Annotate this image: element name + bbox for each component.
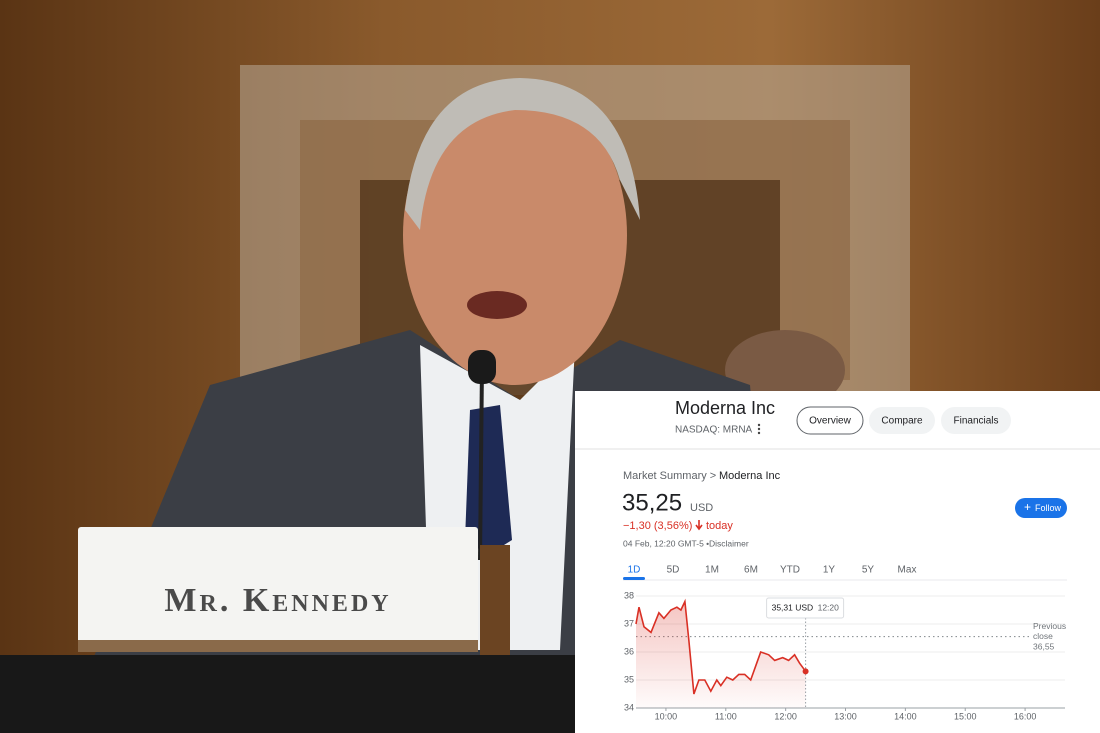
x-tick-label: 16:00	[1014, 711, 1037, 721]
company-name: Moderna Inc	[675, 398, 775, 418]
price-change: −1,30 (3,56%)	[623, 520, 692, 532]
x-tick-label: 10:00	[655, 711, 678, 721]
follow-button[interactable]	[1015, 498, 1067, 518]
tab-button[interactable]	[796, 406, 864, 435]
finance-widget: Moderna Inc NASDAQ: MRNA Overview Compar…	[575, 391, 1100, 733]
x-tick-label: 11:00	[715, 711, 737, 721]
ticker: NASDAQ: MRNA	[675, 425, 753, 436]
disclaimer[interactable]: Disclaimer	[709, 538, 749, 548]
y-tick-label: 38	[624, 590, 634, 600]
range-selected	[623, 577, 645, 580]
tab[interactable]: Overview	[809, 416, 851, 427]
range-tabs: 1D 5D 1M 6M YTD 1Y 5Y Max	[623, 565, 916, 580]
y-tick-label: 36	[624, 646, 634, 656]
range-tab[interactable]: 1M	[705, 565, 719, 576]
tab[interactable]: Financials	[953, 416, 998, 427]
tooltip-price: 35,31 USD	[772, 602, 814, 612]
tooltip-time: 12:20	[818, 602, 840, 612]
more-icon[interactable]	[757, 423, 761, 435]
range-tab[interactable]: Max	[898, 565, 917, 576]
range-tab[interactable]: 5Y	[862, 565, 875, 576]
down-arrow	[695, 520, 703, 531]
y-tick-label: 35	[624, 674, 634, 684]
previous-close-title: Previous close	[1033, 621, 1066, 641]
range-tab[interactable]: 1D	[628, 565, 641, 576]
y-tick-label: 37	[624, 618, 634, 628]
range-tab[interactable]: 6M	[744, 565, 758, 576]
breadcrumb-current: Moderna Inc	[719, 470, 781, 482]
tooltip	[766, 597, 845, 619]
timestamp: 04 Feb, 12:20 GMT-5 •	[623, 538, 709, 548]
tab-button[interactable]	[941, 407, 1011, 434]
range-tab[interactable]: 1Y	[823, 565, 836, 576]
point	[802, 668, 809, 675]
range-tab[interactable]: 5D	[667, 565, 680, 576]
tab[interactable]: Compare	[881, 416, 923, 427]
tab-button[interactable]	[869, 407, 935, 434]
nameplate: Mr. Kennedy	[164, 582, 391, 619]
y-tick-label: 34	[624, 702, 634, 712]
range-tab[interactable]: YTD	[780, 565, 800, 576]
previous-close-value: 36,55	[1033, 641, 1055, 651]
chart: 34 35 36 37 38 10:00 11:00 12:00 13:00 14:00 15:00…	[624, 590, 1066, 721]
follow-label[interactable]: Follow	[1035, 503, 1062, 513]
breadcrumb[interactable]: Market Summary >	[623, 470, 716, 482]
change-period: today	[706, 520, 733, 532]
x-tick-label: 12:00	[774, 711, 797, 721]
plus-icon: +	[1024, 500, 1031, 514]
x-tick-label: 15:00	[954, 711, 977, 721]
x-tick-label: 14:00	[894, 711, 917, 721]
price-line	[635, 598, 807, 695]
x-tick-label: 13:00	[834, 711, 857, 721]
area	[636, 601, 806, 708]
currency: USD	[690, 502, 713, 514]
price: 35,25	[622, 489, 682, 516]
